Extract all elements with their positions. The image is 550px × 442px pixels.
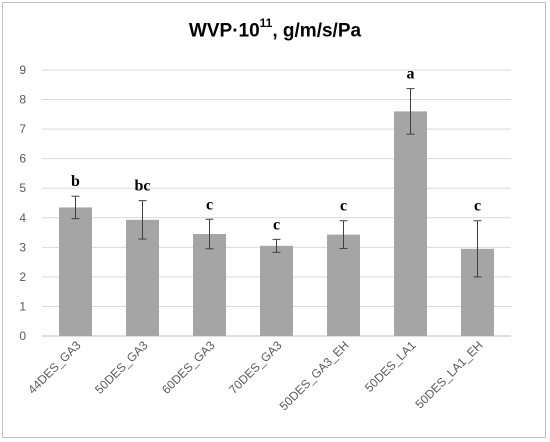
chart-title: WVP·1011, g/m/s/Pa (0, 16, 550, 42)
x-tick-label: 70DES_GA3 (226, 338, 285, 397)
y-tick-label: 4 (19, 211, 26, 225)
x-tick-label: 50DES_LA1 (362, 338, 419, 395)
x-axis-ticks: 44DES_GA3 50DES_GA3 60DES_GA3 70DES_GA350DE… (25, 338, 485, 413)
bar (193, 234, 226, 336)
title-unit: , g/m/s/Pa (272, 20, 362, 42)
chart-frame (2, 2, 546, 438)
x-tick-label: 50DES_LA1_EH (413, 338, 486, 411)
y-tick-label: 2 (19, 270, 26, 284)
significance-letter: c (206, 196, 213, 213)
y-tick-label: 1 (19, 299, 26, 313)
significance-letter: c (474, 198, 481, 215)
error-bar (406, 88, 415, 135)
y-axis-ticks: 0 1 2 3 4 5 6 7 8 9 (19, 63, 26, 343)
title-text: WVP·10 (188, 20, 260, 42)
error-bar (71, 195, 80, 220)
error-bar (339, 220, 348, 250)
error-bar (205, 218, 214, 250)
y-tick-label: 9 (19, 63, 26, 77)
x-tick-label: 60DES_GA3 (159, 338, 218, 397)
significance-letter: c (273, 216, 280, 233)
bar (260, 245, 293, 336)
bar (327, 234, 360, 336)
y-tick-label: 3 (19, 240, 26, 254)
x-tick-label: 44DES_GA3 (25, 338, 84, 397)
error-bar (473, 220, 482, 278)
error-bar (138, 200, 147, 240)
bar (59, 207, 92, 336)
y-tick-label: 8 (19, 93, 26, 107)
x-tick-label: 50DES_GA3 (92, 338, 151, 397)
title-exponent: 11 (259, 16, 273, 30)
x-tick-label: 50DES_GA3_EH (277, 338, 352, 413)
y-tick-label: 6 (19, 152, 26, 166)
significance-letter: b (71, 173, 80, 190)
significance-letters: b bc c c c a c (71, 66, 481, 234)
y-tick-label: 5 (19, 181, 26, 195)
significance-letter: bc (135, 178, 151, 195)
significance-letter: a (407, 66, 415, 83)
error-bars (71, 88, 482, 278)
significance-letter: c (340, 198, 347, 215)
y-tick-label: 7 (19, 122, 26, 136)
error-bar (272, 238, 281, 253)
y-tick-label: 0 (19, 329, 26, 343)
bar (394, 111, 427, 336)
